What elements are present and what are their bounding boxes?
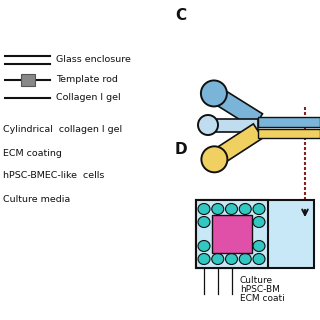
Polygon shape (210, 124, 263, 166)
Text: Collagen I gel: Collagen I gel (56, 93, 121, 102)
Ellipse shape (198, 204, 210, 214)
Polygon shape (209, 86, 262, 128)
Text: Cylindrical  collagen I gel: Cylindrical collagen I gel (3, 125, 122, 134)
Ellipse shape (198, 217, 210, 228)
FancyBboxPatch shape (258, 117, 320, 127)
Text: ECM coati: ECM coati (240, 294, 285, 303)
FancyBboxPatch shape (196, 200, 314, 268)
Ellipse shape (239, 253, 251, 265)
Text: hPSC-BMEC-like  cells: hPSC-BMEC-like cells (3, 172, 104, 180)
Text: Template rod: Template rod (56, 76, 118, 84)
Text: Glass enclosure: Glass enclosure (56, 55, 131, 65)
Text: ECM coating: ECM coating (3, 148, 62, 157)
Ellipse shape (239, 204, 251, 214)
Ellipse shape (253, 204, 265, 214)
Text: Culture: Culture (240, 276, 273, 285)
Circle shape (201, 146, 228, 172)
Circle shape (198, 115, 218, 135)
Ellipse shape (226, 253, 237, 265)
FancyBboxPatch shape (258, 129, 320, 138)
Ellipse shape (198, 253, 210, 265)
Circle shape (201, 80, 227, 107)
FancyBboxPatch shape (196, 200, 268, 268)
Text: Culture media: Culture media (3, 195, 70, 204)
Ellipse shape (212, 204, 224, 214)
FancyBboxPatch shape (20, 74, 35, 86)
Text: hPSC-BM: hPSC-BM (240, 285, 280, 294)
Ellipse shape (226, 204, 237, 214)
Text: C: C (175, 8, 186, 23)
Ellipse shape (253, 253, 265, 265)
Text: D: D (175, 142, 188, 157)
Ellipse shape (212, 253, 224, 265)
Ellipse shape (253, 241, 265, 252)
Ellipse shape (253, 217, 265, 228)
Polygon shape (208, 118, 258, 132)
Ellipse shape (198, 241, 210, 252)
FancyBboxPatch shape (212, 215, 252, 253)
